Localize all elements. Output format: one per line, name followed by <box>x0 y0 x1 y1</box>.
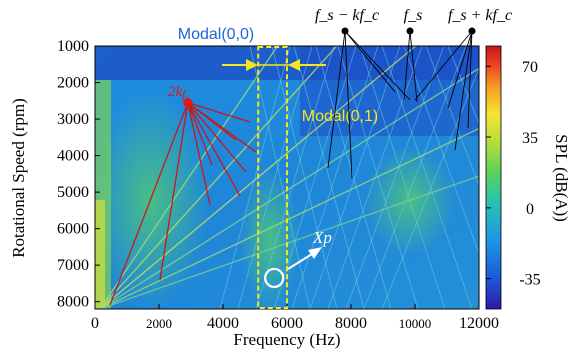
x-axis-label: Frequency (Hz) <box>233 330 340 349</box>
harmonic-line <box>425 46 479 187</box>
harmonic-line <box>327 46 423 309</box>
harmonic-line <box>363 46 467 309</box>
colorbar-ticks: 70 35 0 -35 <box>486 59 541 289</box>
x-axis-ticks: 0 2000 4000 6000 8000 10000 12000 <box>91 304 499 332</box>
fs-pointer-line <box>414 30 473 101</box>
xp-arrow-line <box>287 253 313 270</box>
fs-label: f_s <box>404 7 423 24</box>
two-kfc-label: 2kfc <box>168 84 190 102</box>
modal01-label: Modal(0,1) <box>302 108 378 125</box>
y-tick-label: 1000 <box>57 38 89 55</box>
xp-label: Xp <box>312 228 332 247</box>
fs-pointer-line <box>327 30 346 169</box>
xp-arrow-head <box>308 247 322 259</box>
fs-pointer-line <box>467 30 473 129</box>
two-kfc-ray <box>187 102 241 197</box>
fs-pointer-line <box>344 30 411 101</box>
harmonic-line <box>99 175 479 309</box>
y-tick-label: 7000 <box>57 257 89 274</box>
harmonic-line <box>315 46 392 309</box>
fs-pointer-lines <box>327 27 476 179</box>
harmonic-line <box>293 46 365 309</box>
x-tick-label: 4000 <box>207 315 239 332</box>
colorbar-tick-label: 0 <box>526 201 534 218</box>
harmonic-line <box>337 46 419 309</box>
two-kfc-rays <box>109 101 257 306</box>
fs-pointer-line <box>344 30 353 179</box>
x-tick-label: 0 <box>91 315 99 332</box>
colorbar-tick-label: -35 <box>519 272 540 289</box>
y-tick-label: 3000 <box>57 111 89 128</box>
y-tick-label: 4000 <box>57 148 89 165</box>
harmonic-line <box>99 46 279 309</box>
modal-arrow-right-head <box>288 59 300 71</box>
two-kfc-text: 2k <box>168 84 183 100</box>
harmonic-line <box>99 46 338 309</box>
harmonic-line <box>273 46 357 309</box>
fs-pointer-line <box>344 30 396 93</box>
fs-pointer-dot <box>341 27 349 35</box>
harmonic-line <box>249 46 311 309</box>
two-kfc-peak-dot <box>183 98 193 108</box>
two-kfc-ray <box>187 102 257 153</box>
left-edge-hot-band <box>95 200 105 309</box>
modal-arrow-left-head <box>246 59 258 71</box>
fs-pointer-dot <box>406 27 414 35</box>
y-tick-label: 2000 <box>57 75 89 92</box>
two-kfc-ray <box>187 102 213 166</box>
x-tick-label: 2000 <box>146 316 172 331</box>
harmonic-line <box>447 46 479 125</box>
fs-plus-label: f_s + kf_c <box>448 7 512 24</box>
harmonic-line <box>237 46 313 309</box>
y-tick-label: 8000 <box>57 294 89 311</box>
harmonic-line <box>271 46 338 309</box>
spectrogram-plot <box>95 46 479 309</box>
colorbar-tick-label: 70 <box>522 59 538 76</box>
harmonic-line <box>255 46 335 309</box>
modal00-label: Modal(0,0) <box>178 26 254 43</box>
x-tick-label: 8000 <box>335 315 367 332</box>
fs-minus-label: f_s − kf_c <box>315 7 379 24</box>
y-axis-label: Rotational Speed (rpm) <box>9 98 28 258</box>
harmonic-line <box>381 67 479 309</box>
y-axis-ticks: 1000 2000 3000 4000 5000 6000 7000 8000 <box>57 38 100 311</box>
harmonic-line <box>381 46 473 309</box>
two-kfc-ray <box>187 102 211 206</box>
fs-pointer-line <box>409 30 418 103</box>
harmonic-line <box>291 46 379 309</box>
two-kfc-ray <box>109 102 189 306</box>
fs-pointer-line <box>454 30 473 151</box>
xp-circle <box>264 267 285 289</box>
harmonic-line <box>359 46 446 309</box>
two-kfc-ray <box>187 101 251 123</box>
two-kfc-subsub: c <box>186 92 190 102</box>
harmonic-lines <box>99 46 479 309</box>
colorbar <box>485 45 502 310</box>
harmonic-line <box>219 46 291 309</box>
annotations: Modal(0,0) Modal(0,1) 2kfc Xp f_s − kf_c… <box>109 7 512 309</box>
x-tick-label: 10000 <box>399 316 432 331</box>
y-tick-label: 6000 <box>57 221 89 238</box>
colorbar-label: SPL (dB(A)) <box>552 134 571 222</box>
harmonic-line <box>403 46 479 255</box>
x-tick-label: 6000 <box>271 315 303 332</box>
modal-band-rectangle <box>257 46 289 309</box>
two-kfc-ray <box>159 102 189 281</box>
y-tick-label: 5000 <box>57 184 89 201</box>
fs-pointer-line <box>403 30 411 101</box>
two-kfc-sub: f <box>182 87 187 101</box>
two-kfc-ray <box>187 102 247 173</box>
harmonic-line <box>309 46 401 309</box>
x-tick-label: 12000 <box>459 315 499 332</box>
harmonic-line <box>99 67 479 309</box>
harmonic-line <box>345 46 445 309</box>
harmonic-line <box>99 127 479 309</box>
fs-pointer-line <box>447 30 473 109</box>
fs-pointer-dot <box>468 27 476 35</box>
colorbar-tick-label: 35 <box>522 130 538 147</box>
